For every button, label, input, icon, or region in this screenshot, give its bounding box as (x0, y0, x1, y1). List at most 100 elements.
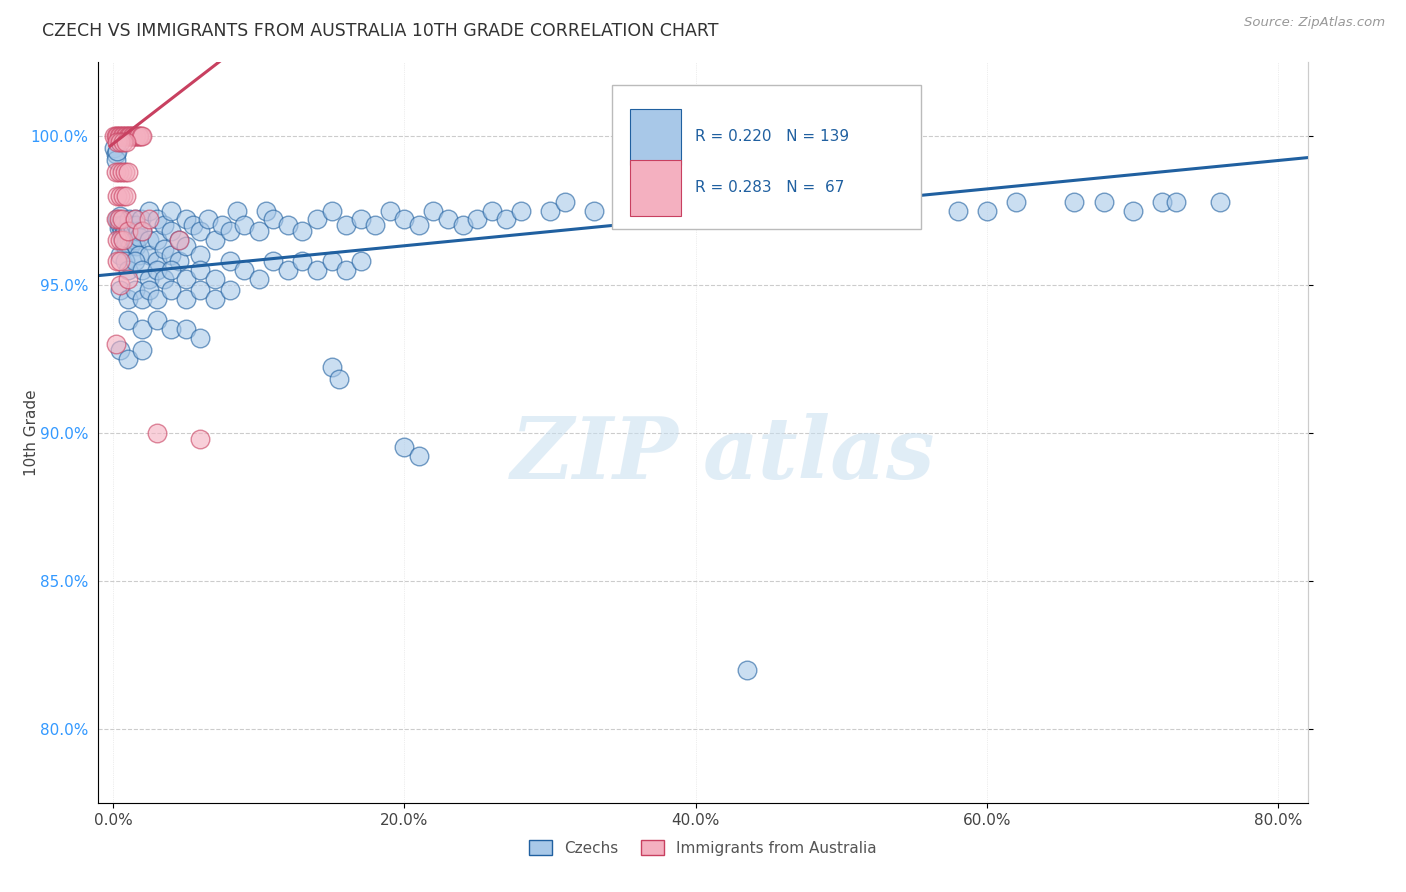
Point (121, 219, 143, 233)
Point (110, 248, 132, 262)
Point (422, 203, 444, 218)
Point (117, 351, 139, 366)
Point (104, 336, 127, 351)
Point (305, 212, 328, 227)
Point (1150, 194, 1173, 209)
Point (378, 203, 401, 218)
Point (735, 663, 758, 677)
Point (114, 165, 136, 179)
Point (160, 203, 183, 218)
Point (685, 203, 707, 218)
Bar (613, 85, 921, 229)
Point (1063, 194, 1085, 209)
Point (108, 129, 131, 144)
Point (190, 331, 212, 345)
Point (145, 253, 167, 268)
Point (160, 248, 183, 262)
Point (145, 212, 167, 227)
Point (976, 203, 998, 218)
Point (138, 284, 160, 298)
Point (509, 203, 531, 218)
Bar (630, 161, 682, 216)
Point (1005, 194, 1028, 209)
Point (127, 129, 149, 144)
Legend: Czechs, Immigrants from Australia: Czechs, Immigrants from Australia (523, 834, 883, 862)
Text: R = 0.283   N =  67: R = 0.283 N = 67 (695, 180, 844, 195)
Point (1209, 194, 1232, 209)
Point (104, 212, 127, 227)
Point (247, 271, 270, 285)
Point (117, 313, 139, 327)
Point (112, 188, 135, 202)
Point (114, 224, 136, 238)
Point (129, 129, 152, 144)
Point (277, 219, 299, 233)
Point (117, 293, 139, 307)
Point (128, 248, 150, 262)
Point (105, 145, 128, 159)
Point (1166, 194, 1188, 209)
Point (772, 194, 794, 209)
Point (112, 233, 135, 247)
Point (714, 203, 737, 218)
Point (160, 262, 183, 277)
Point (254, 203, 277, 218)
Point (110, 219, 132, 233)
Point (408, 450, 430, 464)
Point (105, 253, 128, 268)
Point (128, 129, 150, 144)
Point (115, 230, 138, 244)
Point (481, 203, 503, 218)
Point (124, 212, 146, 227)
Point (110, 343, 132, 357)
Point (204, 233, 226, 247)
Point (190, 224, 212, 238)
Point (190, 432, 212, 446)
Point (218, 284, 240, 298)
Point (110, 277, 132, 292)
Point (121, 129, 143, 144)
Point (131, 129, 153, 144)
Point (160, 284, 183, 298)
Text: CZECH VS IMMIGRANTS FROM AUSTRALIA 10TH GRADE CORRELATION CHART: CZECH VS IMMIGRANTS FROM AUSTRALIA 10TH … (42, 22, 718, 40)
Point (131, 322, 153, 336)
Bar (630, 109, 682, 165)
Point (104, 129, 127, 144)
Point (225, 203, 247, 218)
Point (131, 224, 153, 238)
Point (437, 212, 460, 227)
Point (394, 212, 416, 227)
Point (115, 188, 138, 202)
Point (218, 224, 240, 238)
Point (131, 293, 153, 307)
Point (181, 219, 204, 233)
Point (328, 372, 350, 386)
Point (110, 233, 132, 247)
Point (117, 227, 139, 242)
Point (122, 129, 145, 144)
Point (120, 239, 142, 253)
Point (127, 224, 149, 238)
Point (104, 165, 127, 179)
Point (104, 153, 127, 168)
Point (262, 253, 284, 268)
Point (124, 212, 146, 227)
Point (105, 136, 128, 150)
Point (110, 284, 132, 298)
Point (112, 136, 135, 150)
Point (108, 221, 131, 235)
Point (190, 284, 212, 298)
Point (321, 360, 343, 375)
Point (582, 203, 605, 218)
Point (120, 129, 142, 144)
Point (138, 212, 160, 227)
Point (111, 230, 134, 244)
Point (538, 203, 561, 218)
Point (211, 219, 233, 233)
Point (845, 203, 868, 218)
Point (115, 136, 138, 150)
Point (277, 262, 299, 277)
Point (105, 233, 128, 247)
Point (131, 262, 153, 277)
Point (167, 233, 190, 247)
